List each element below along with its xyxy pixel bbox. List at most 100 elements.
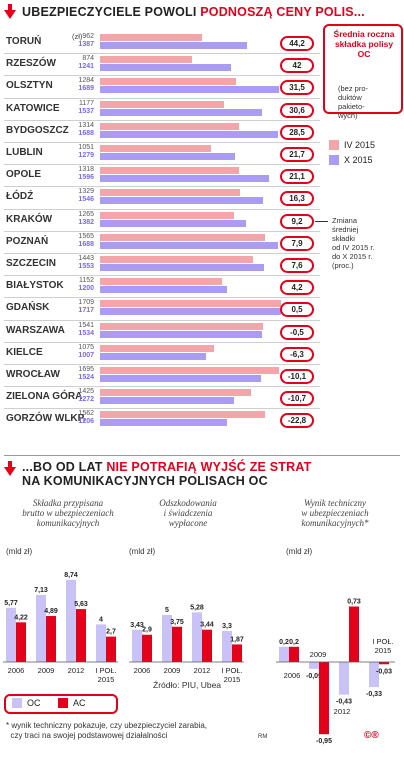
category-label: 2006 <box>134 666 151 675</box>
top-title-red: PODNOSZĄ CENY POLIS... <box>200 5 365 19</box>
bar-ac <box>172 626 182 662</box>
value-x-2015: 1200 <box>78 285 94 293</box>
row-separator <box>4 53 320 55</box>
bar-oc <box>6 607 16 662</box>
value-x-2015: 1241 <box>78 63 94 71</box>
bar-oc <box>132 629 142 662</box>
label-oc: 4 <box>99 616 103 623</box>
row-separator <box>4 142 320 143</box>
bar-iv-2015 <box>100 344 214 352</box>
value-iv-2015: 1443 <box>78 255 94 262</box>
change-pill: 16,3 <box>280 191 314 207</box>
value-iv-2015: 1541 <box>78 321 94 329</box>
city-label: ZIELONA GÓRA <box>6 391 83 403</box>
bottom-title-black-2: NA KOMUNIKACYJNYCH POLISACH OC <box>22 474 268 488</box>
bar-iv-2015 <box>100 211 234 219</box>
value-x-2015: 1689 <box>78 85 94 93</box>
value-iv-2015: 1051 <box>78 144 94 151</box>
row-separator <box>4 297 320 299</box>
category-label: 2015 <box>375 646 392 655</box>
bar-ac <box>349 606 359 662</box>
value-iv-2015: 1329 <box>78 188 94 196</box>
category-label: I POŁ. <box>221 666 242 675</box>
city-label: OPOLE <box>6 169 42 181</box>
city-label: POZNAŃ <box>6 235 49 247</box>
bar-oc <box>192 612 202 662</box>
bar-ac <box>379 662 389 665</box>
label-oc: 5,77 <box>4 600 18 607</box>
city-label: TORUŃ <box>6 36 42 47</box>
row-separator <box>4 275 320 277</box>
label-ac: 2,9 <box>142 627 152 634</box>
label-ac: 5,63 <box>74 601 88 608</box>
bar-oc <box>162 615 172 662</box>
change-annotation: Zmiana średniej składki od IV 2015 r. do… <box>332 216 375 270</box>
bar-oc <box>222 630 232 662</box>
source: Źródło: PIU, Ubea <box>153 680 222 690</box>
change-pill: -22,8 <box>280 413 314 429</box>
row-separator <box>4 186 320 188</box>
city-label: ŁÓDŹ <box>6 191 34 203</box>
city-label: WROCŁAW <box>6 369 60 380</box>
change-pill: 7,9 <box>280 235 314 251</box>
chart1-subtitle: Składka przypisana brutto w ubezpieczeni… <box>22 498 114 528</box>
change-pill: -6,3 <box>280 346 314 362</box>
bar-x-2015 <box>100 175 269 183</box>
label-ac: 1,87 <box>230 636 244 643</box>
down-arrow-icon-stem <box>8 4 12 10</box>
value-iv-2015: 1695 <box>78 366 94 373</box>
row-separator <box>4 341 320 343</box>
legend-label-ac: AC <box>73 698 86 708</box>
legend-swatch-oc <box>12 698 22 708</box>
label-ac: 0,2 <box>289 639 299 646</box>
category-label: 2015 <box>224 675 241 684</box>
bar-x-2015 <box>100 286 227 294</box>
row-separator <box>4 408 320 410</box>
bar-ac <box>76 609 86 662</box>
bar-x-2015 <box>100 64 232 72</box>
value-x-2015: 1546 <box>78 196 94 204</box>
label-oc: 0,2 <box>279 639 289 646</box>
unit-label: (zł) <box>72 32 83 41</box>
category-label: 2012 <box>334 707 351 716</box>
bar-iv-2015 <box>100 367 280 374</box>
value-iv-2015: 1318 <box>78 166 94 174</box>
city-label: KRAKÓW <box>6 213 53 225</box>
row-separator <box>4 386 320 388</box>
bar-ac <box>46 616 56 662</box>
down-arrow-icon-2 <box>4 467 16 476</box>
city-label: BYDGOSZCZ <box>6 124 69 136</box>
bar-x-2015 <box>100 419 228 427</box>
label-ac: 4,89 <box>44 608 58 615</box>
change-pill: 21,7 <box>280 147 314 162</box>
bar-iv-2015 <box>100 389 251 397</box>
legend-label-iv2015: IV 2015 <box>344 140 376 150</box>
row-separator <box>4 253 320 254</box>
label-ac: 3,44 <box>200 622 214 629</box>
bar-x-2015 <box>100 397 235 405</box>
down-arrow-icon <box>4 10 16 19</box>
row-separator <box>4 164 320 166</box>
bar-iv-2015 <box>100 278 222 286</box>
change-pill: 21,1 <box>280 169 314 185</box>
change-pill: 30,6 <box>280 102 314 118</box>
bar-x-2015 <box>100 86 279 94</box>
label-ac: 0,73 <box>347 599 361 606</box>
legend-note: (bez pro- duktów pakieto- wych) <box>338 84 369 120</box>
value-iv-2015: 1709 <box>78 299 94 307</box>
bar-iv-2015 <box>100 100 225 108</box>
city-label: SZCZECIN <box>6 258 56 269</box>
bar-ac <box>289 646 299 662</box>
label-oc: 3,3 <box>222 623 232 630</box>
bar-iv-2015 <box>100 122 239 130</box>
category-label: 2006 <box>284 671 301 680</box>
bar-oc <box>36 594 46 662</box>
value-x-2015: 1688 <box>78 129 94 137</box>
legend-label-oc: OC <box>27 698 41 708</box>
category-label: 2009 <box>38 666 55 675</box>
label-oc: -0,33 <box>366 691 382 698</box>
city-label: GORZÓW WLKP. <box>6 413 86 425</box>
city-label: KATOWICE <box>6 102 60 114</box>
city-label: WARSZAWA <box>6 324 65 336</box>
bar-iv-2015 <box>100 34 202 41</box>
